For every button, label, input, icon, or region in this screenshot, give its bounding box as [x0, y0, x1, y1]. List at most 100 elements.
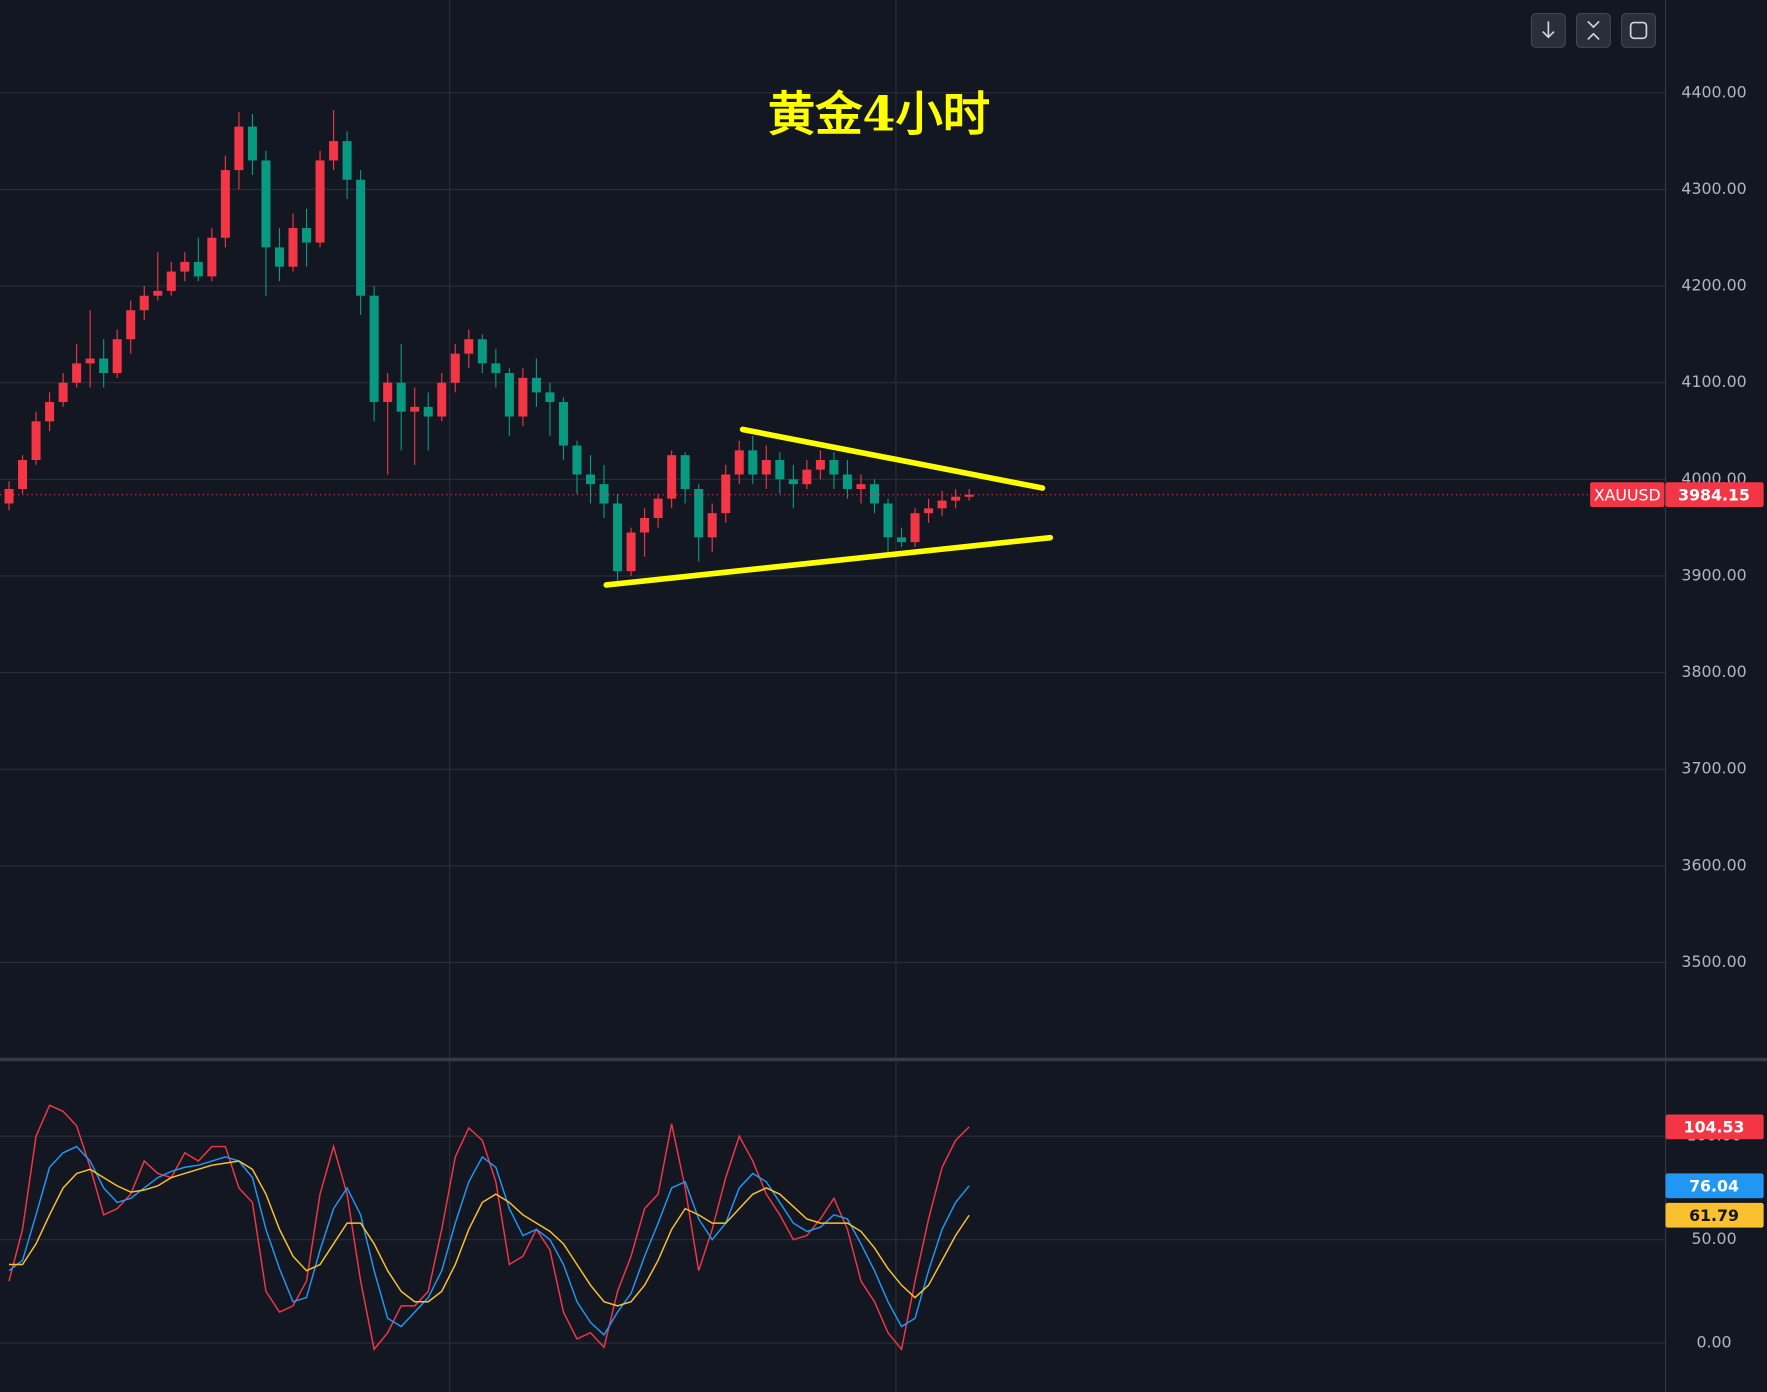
symbol-label: XAUUSD [1594, 485, 1661, 504]
candle-body [626, 532, 636, 572]
candle-body [450, 353, 460, 383]
candle-body [139, 295, 149, 311]
candle-body [531, 377, 541, 393]
candle-body [721, 474, 731, 514]
candle-body [126, 310, 136, 340]
candle-body [477, 339, 487, 364]
y-tick-label: 4200.00 [1681, 276, 1746, 295]
candle-body [585, 474, 596, 485]
candle-body [247, 126, 257, 161]
candle-body [207, 237, 217, 277]
candle-body [112, 339, 122, 374]
candle-body [910, 513, 920, 543]
candle-body [410, 406, 420, 412]
toolbar [1530, 12, 1656, 48]
candle-body [694, 488, 704, 538]
candle-body [342, 141, 352, 180]
candle-body [856, 484, 866, 489]
candle-body [166, 271, 176, 291]
last-value-box [1665, 1202, 1764, 1228]
last-value-label: 76.04 [1689, 1176, 1739, 1195]
candle-body [31, 421, 41, 461]
candle-body [964, 494, 974, 497]
candle-body [288, 228, 298, 267]
oscillator-line [8, 1145, 970, 1336]
candle-body [775, 460, 785, 480]
candle-body [464, 339, 474, 354]
candle-body [220, 170, 230, 238]
y-tick-label: 0.00 [1696, 1333, 1731, 1352]
candle-body [72, 363, 82, 383]
candle-body [707, 513, 717, 538]
candle-body [951, 496, 961, 501]
labels: 3500.003600.003700.003800.003900.004000.… [1590, 82, 1764, 1352]
resistance-trendline [739, 426, 1046, 491]
candle-body [4, 488, 14, 504]
y-tick-label: 3700.00 [1681, 759, 1746, 778]
y-tick-label: 3800.00 [1681, 662, 1746, 681]
last-value-label: 3984.15 [1678, 485, 1750, 504]
candle-body [748, 450, 758, 475]
candle-body [883, 503, 893, 538]
candle-body [423, 406, 433, 417]
candle-body [869, 484, 879, 504]
candle-body [599, 484, 609, 504]
oscillator-line [8, 1104, 970, 1351]
marks [0, 110, 1666, 1351]
last-value-box [1665, 1173, 1764, 1199]
maximize-button[interactable] [1621, 12, 1656, 48]
candle-body [315, 160, 325, 243]
scroll-down-button[interactable] [1530, 12, 1566, 48]
candle-body [437, 382, 447, 417]
candle-body [667, 455, 677, 499]
candle-body [369, 295, 379, 403]
candle-body [734, 450, 744, 475]
candle-body [45, 402, 55, 422]
candle-body [491, 363, 501, 374]
candle-body [842, 474, 852, 489]
candle-body [613, 503, 623, 572]
y-tick-label: 4300.00 [1681, 179, 1746, 198]
candle-body [829, 460, 839, 475]
candle-body [180, 261, 190, 272]
candle-body [653, 498, 663, 518]
chart-title: 黄金4小时 [768, 87, 990, 142]
candle-body [815, 460, 825, 470]
candle-body [788, 479, 798, 485]
candle-body [558, 402, 568, 446]
candle-body [680, 455, 690, 489]
last-value-label: 104.53 [1684, 1117, 1745, 1136]
candle-body [545, 392, 555, 403]
candle-body [193, 261, 203, 277]
last-value-box [1665, 1114, 1764, 1140]
oscillator-line [9, 1160, 970, 1307]
candle-body [234, 126, 244, 171]
candle-body [58, 382, 68, 403]
candle-body [18, 460, 28, 489]
candle-body [761, 460, 771, 475]
y-tick-label: 3900.00 [1681, 565, 1746, 584]
symbol-box [1590, 482, 1665, 508]
last-value-box [1665, 482, 1764, 508]
collapse-button[interactable] [1575, 12, 1611, 48]
candle-body [924, 508, 934, 514]
candle-body [383, 382, 393, 403]
y-tick-label: 3500.00 [1681, 952, 1746, 971]
y-tick-label: 3600.00 [1681, 855, 1746, 874]
candle-body [937, 500, 947, 509]
candle-body [504, 373, 514, 417]
candle-body [99, 358, 109, 374]
last-value-label: 61.79 [1689, 1206, 1739, 1225]
y-tick-label: 4100.00 [1681, 372, 1746, 391]
candle-body [85, 358, 95, 364]
candle-body [897, 537, 907, 543]
candle-body [572, 445, 582, 475]
candle-body [153, 290, 163, 296]
candle-body [518, 377, 528, 417]
candle-body [802, 469, 812, 485]
candle-body [356, 179, 366, 296]
candle-body [274, 247, 284, 267]
candle-body [329, 141, 339, 161]
